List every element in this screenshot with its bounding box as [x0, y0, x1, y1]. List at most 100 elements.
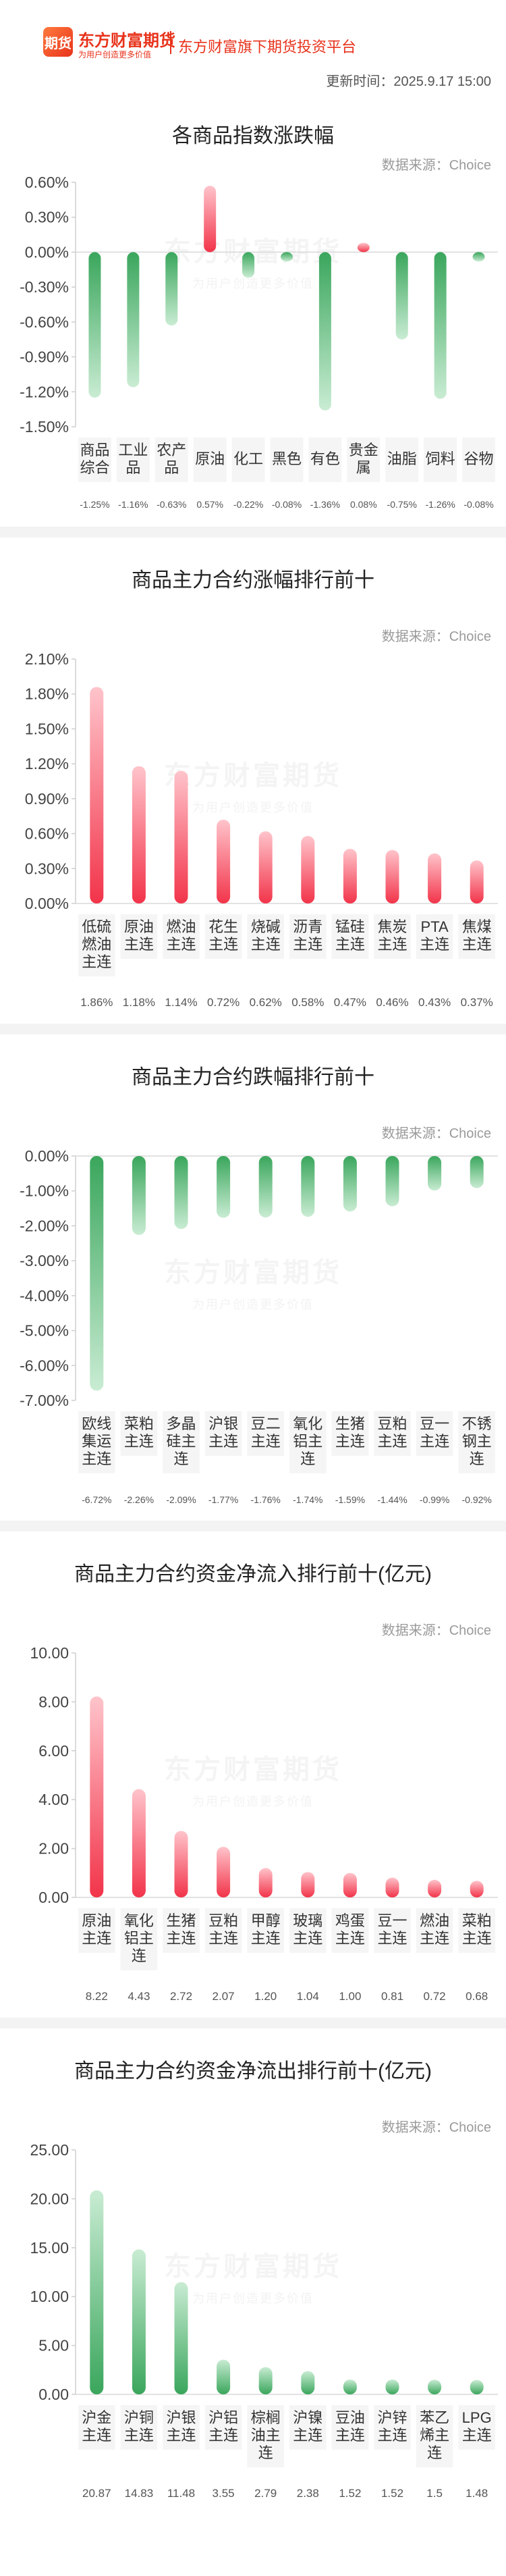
- y-tick-label: 2.10%: [25, 650, 69, 668]
- platform-text: 东方财富旗下期货投资平台: [178, 38, 357, 55]
- logo-slogan: 为用户创造更多价值: [78, 50, 152, 59]
- value-label: 0.47%: [334, 996, 366, 1009]
- value-label: -0.92%: [462, 1494, 492, 1505]
- category-label-box: [247, 914, 284, 959]
- value-label: 0.81: [381, 1990, 403, 2003]
- chart-card-top-losers: 商品主力合约跌幅排行前十 数据来源：Choice 东方财富期货 为用户创造更多价…: [0, 1034, 506, 1521]
- category-label-box: [331, 914, 369, 959]
- category-label: 贵金属: [349, 442, 378, 476]
- chart-top-inflow: 10.00 8.00 6.00 4.00 2.00 0.00 原油主连 8.22 氧化铝主连 4.…: [30, 1644, 498, 2003]
- y-tick-label: -2.00%: [20, 1217, 69, 1234]
- chart-title: 商品主力合约跌幅排行前十: [132, 1066, 374, 1088]
- value-label: 1.14%: [165, 996, 197, 1009]
- value-label: 0.72: [424, 1990, 446, 2003]
- category-label: LPG 主连: [462, 2409, 492, 2444]
- category-label: 氧化铝主连: [124, 1912, 154, 1964]
- category-label-box: [163, 914, 200, 959]
- value-label: 11.48: [167, 2487, 195, 2500]
- category-label: 沪铜主连: [124, 2409, 154, 2444]
- value-label: -6.72%: [82, 1494, 111, 1505]
- category-label: 鸡蛋主连: [335, 1912, 365, 1947]
- category-label-box: [78, 2405, 115, 2450]
- category-label: 商品综合: [80, 442, 109, 476]
- bar-5: [258, 2367, 273, 2394]
- category-label-box: [374, 1411, 411, 1456]
- category-label: 沪银主连: [166, 2409, 196, 2444]
- y-tick-label: 10.00: [30, 2288, 69, 2305]
- y-tick-label: -1.20%: [20, 383, 69, 400]
- category-label: 焦煤主连: [462, 918, 492, 953]
- value-label: -1.59%: [335, 1494, 365, 1505]
- value-label: 0.72%: [207, 996, 240, 1009]
- value-label: -1.76%: [251, 1494, 281, 1505]
- value-label: 3.55: [213, 2487, 235, 2500]
- category-label-box: [424, 438, 457, 482]
- bar-3: [174, 770, 188, 903]
- data-source: 数据来源：Choice: [381, 158, 491, 173]
- y-tick-label: 8.00: [38, 1693, 69, 1710]
- value-label: 8.22: [86, 1990, 108, 2003]
- value-label: 0.37%: [461, 996, 493, 1009]
- bar-6: [301, 1872, 315, 1897]
- category-label: 菜粕主连: [124, 1415, 154, 1450]
- category-label: 沪铝主连: [208, 2409, 238, 2444]
- category-label: 氧化铝主连: [293, 1415, 322, 1467]
- value-label: 2.72: [170, 1990, 192, 2003]
- y-tick-label: 5.00: [38, 2337, 69, 2355]
- bar-10: [470, 1881, 484, 1897]
- category-label: 焦炭主连: [377, 918, 407, 953]
- value-label: 1.86%: [80, 996, 113, 1009]
- category-label-box: [247, 1411, 284, 1456]
- y-tick-label: 25.00: [30, 2141, 69, 2159]
- value-label: 4.43: [128, 1990, 150, 2003]
- category-label: 油脂: [387, 450, 417, 467]
- bar-2: [127, 252, 140, 388]
- category-label: 豆粕主连: [208, 1912, 238, 1947]
- y-tick-label: 1.20%: [25, 755, 69, 772]
- bar-1: [90, 687, 104, 903]
- bar-5: [258, 831, 273, 903]
- value-label: 2.38: [297, 2487, 319, 2500]
- bar-2: [132, 1156, 146, 1235]
- category-label-box: [385, 438, 419, 482]
- category-label: 沪银主连: [208, 1415, 238, 1450]
- category-label-box: [270, 438, 304, 482]
- chart-top-gainers: 2.10% 1.80% 1.50% 1.20% 0.90% 0.60% 0.30% 0.00%…: [25, 650, 498, 1009]
- category-label-box: [374, 1908, 411, 1953]
- value-label: -0.99%: [420, 1494, 449, 1505]
- value-label: -0.08%: [463, 499, 493, 510]
- category-label-box: [120, 2405, 158, 2450]
- category-label-box: [116, 438, 150, 482]
- bar-5: [258, 1868, 273, 1897]
- bar-8: [385, 2379, 399, 2394]
- category-label: 农产品: [157, 442, 186, 476]
- bar-8: [385, 849, 399, 903]
- category-label-box: [204, 1411, 242, 1456]
- category-label: 工业品: [118, 442, 148, 476]
- value-label: 1.18%: [123, 996, 155, 1009]
- y-tick-label: -6.00%: [20, 1357, 69, 1374]
- value-label: 1.04: [297, 1990, 319, 2003]
- bar-7: [318, 252, 331, 411]
- chart-card-top-gainers: 商品主力合约涨幅排行前十 数据来源：Choice 东方财富期货 为用户创造更多价…: [0, 537, 506, 1024]
- category-label: 低硫燃油主连: [82, 918, 111, 970]
- bar-9: [428, 1879, 442, 1897]
- category-label-box: [163, 1411, 200, 1473]
- bar-1: [90, 2190, 104, 2394]
- value-label: -1.16%: [118, 499, 148, 510]
- y-tick-label: 15.00: [30, 2239, 69, 2257]
- chart-title: 商品主力合约资金净流出排行前十(亿元): [74, 2060, 432, 2082]
- category-label-box: [458, 914, 495, 959]
- value-label: -1.36%: [310, 499, 340, 510]
- category-label-box: [78, 1411, 115, 1473]
- category-label: 谷物: [464, 450, 494, 467]
- value-label: -0.63%: [157, 499, 186, 510]
- chart-title: 各商品指数涨跌幅: [172, 125, 334, 147]
- category-label-box: [308, 438, 342, 482]
- category-label: 不锈钢主连: [462, 1415, 492, 1467]
- category-label: 化工: [233, 450, 263, 467]
- category-label-box: [204, 1908, 242, 1953]
- category-label: 沪锌主连: [377, 2409, 407, 2444]
- header-divider: [170, 31, 171, 54]
- bar-2: [132, 766, 146, 903]
